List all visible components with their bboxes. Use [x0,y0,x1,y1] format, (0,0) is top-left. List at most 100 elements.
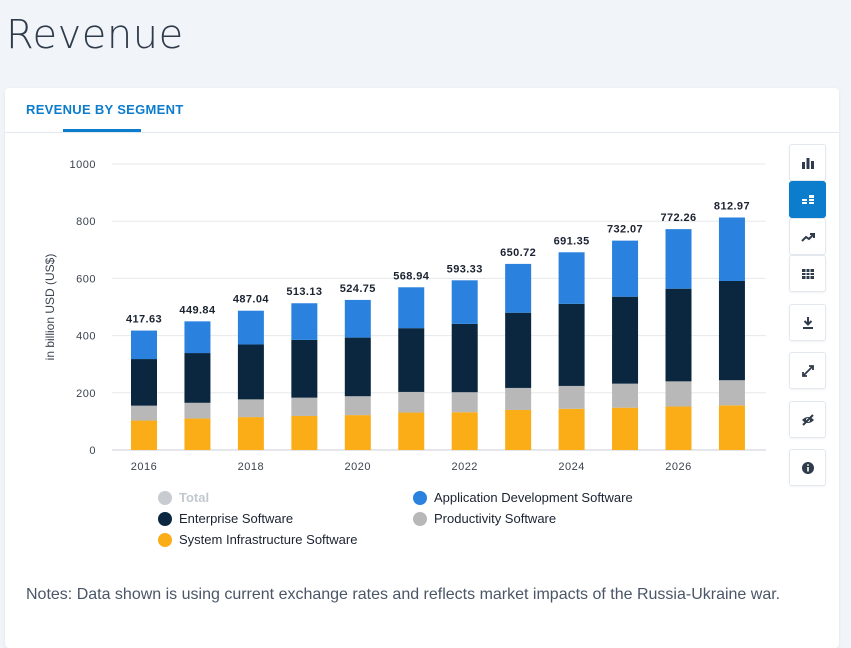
bar-segment [398,287,425,329]
bar-segment [291,397,318,416]
expand-button[interactable] [789,352,826,389]
bar-segment [344,415,371,450]
bar-segment [184,418,211,450]
info-icon [801,461,814,474]
data-label-total: 524.75 [340,283,376,295]
bar-segment [131,420,157,450]
x-tick-label: 2026 [665,461,691,473]
data-label-total: 513.13 [286,286,322,298]
card-header: REVENUE BY SEGMENT [5,88,839,133]
data-label-total: 593.33 [447,263,483,275]
download-icon [802,316,813,329]
y-tick-label: 600 [76,273,96,285]
download-button[interactable] [789,304,826,341]
legend-dot [413,511,427,526]
bar-segment [558,385,585,409]
bar-segment [131,330,157,360]
bar-segment [718,405,745,450]
y-tick-label: 400 [76,331,96,343]
bar-segment [665,229,692,289]
bar-chart-button[interactable] [789,144,826,181]
bar-segment [237,310,264,345]
legend-dot [413,490,427,505]
bar-segment [665,288,692,382]
data-label-total: 691.35 [554,235,590,247]
bar-segment [558,252,585,304]
legend-item-system-infrastructure[interactable]: System Infrastructure Software [158,532,357,547]
bar-segment [291,415,318,450]
bar-segment [344,396,371,416]
bar-segment [291,339,318,398]
legend-item-enterprise[interactable]: Enterprise Software [158,511,293,526]
bar-segment [398,412,425,450]
hide-icon [801,413,814,426]
legend-item-productivity[interactable]: Productivity Software [413,511,556,526]
data-label-total: 417.63 [126,314,162,326]
legend-label: Enterprise Software [179,511,294,526]
table-icon [801,268,814,279]
bar-segment [184,353,211,403]
table-button[interactable] [789,255,826,292]
bar-segment [612,240,639,297]
bar-segment [131,359,157,406]
legend-label: System Infrastructure Software [179,532,358,547]
stacked-bar-icon [801,194,814,204]
bar-segment [505,387,532,410]
x-tick-label: 2016 [131,461,157,473]
data-label-total: 812.97 [714,200,750,212]
data-label-total: 772.26 [660,212,696,224]
bar-segment [558,408,585,450]
tab-active-indicator [63,129,141,132]
data-label-total: 568.94 [393,270,430,282]
stacked-bar-button[interactable] [789,181,826,218]
bar-segment [131,405,157,421]
bar-segment [718,280,745,381]
legend-label: Total [179,490,210,505]
tab-revenue-by-segment[interactable]: REVENUE BY SEGMENT [26,102,184,117]
bar-segment [237,344,264,400]
bar-segment [184,402,211,419]
trend-line-button[interactable] [789,218,826,255]
bar-segment [451,280,478,324]
data-label-total: 449.84 [179,304,216,316]
y-tick-label: 1000 [70,159,96,171]
data-label-total: 650.72 [500,247,536,259]
bar-segment [505,409,532,450]
legend-dot [158,490,172,505]
bar-segment [237,417,264,450]
page-title: Revenue [6,12,184,58]
x-tick-label: 2022 [451,461,477,473]
legend-item-application-development[interactable]: Application Development Software [413,490,633,505]
info-button[interactable] [789,449,826,486]
y-tick-label: 200 [76,388,96,400]
bar-segment [505,312,532,388]
bar-segment [451,323,478,393]
chart-notes: Notes: Data shown is using current excha… [26,586,781,603]
bar-segment [665,381,692,407]
y-tick-label: 800 [76,216,96,228]
hide-button[interactable] [789,401,826,438]
bar-segment [398,391,425,413]
legend-dot [158,511,172,526]
x-tick-label: 2024 [558,461,584,473]
stacked-bar-chart: 0 200 400 600 800 1000 in billion USD (US$) 201… [43,159,766,473]
bar-chart-icon [801,157,814,169]
bar-segment [612,407,639,450]
legend-label: Application Development Software [434,490,633,505]
bar-segment [612,383,639,408]
bar-segment [237,399,264,418]
bar-segment [451,412,478,450]
bar-segment [291,303,318,340]
data-label-total: 732.07 [607,224,643,236]
expand-icon [801,364,814,377]
legend-item-total[interactable]: Total [158,490,209,505]
bar-segment [718,380,745,406]
bar-segment [451,392,478,413]
legend-label: Productivity Software [434,511,557,526]
y-axis-label: in billion USD (US$) [43,254,57,361]
bar-segment [344,299,371,338]
x-tick-label: 2018 [238,461,264,473]
bar-segment [665,406,692,450]
data-label-total: 487.04 [233,294,270,306]
bar-segment [558,303,585,386]
